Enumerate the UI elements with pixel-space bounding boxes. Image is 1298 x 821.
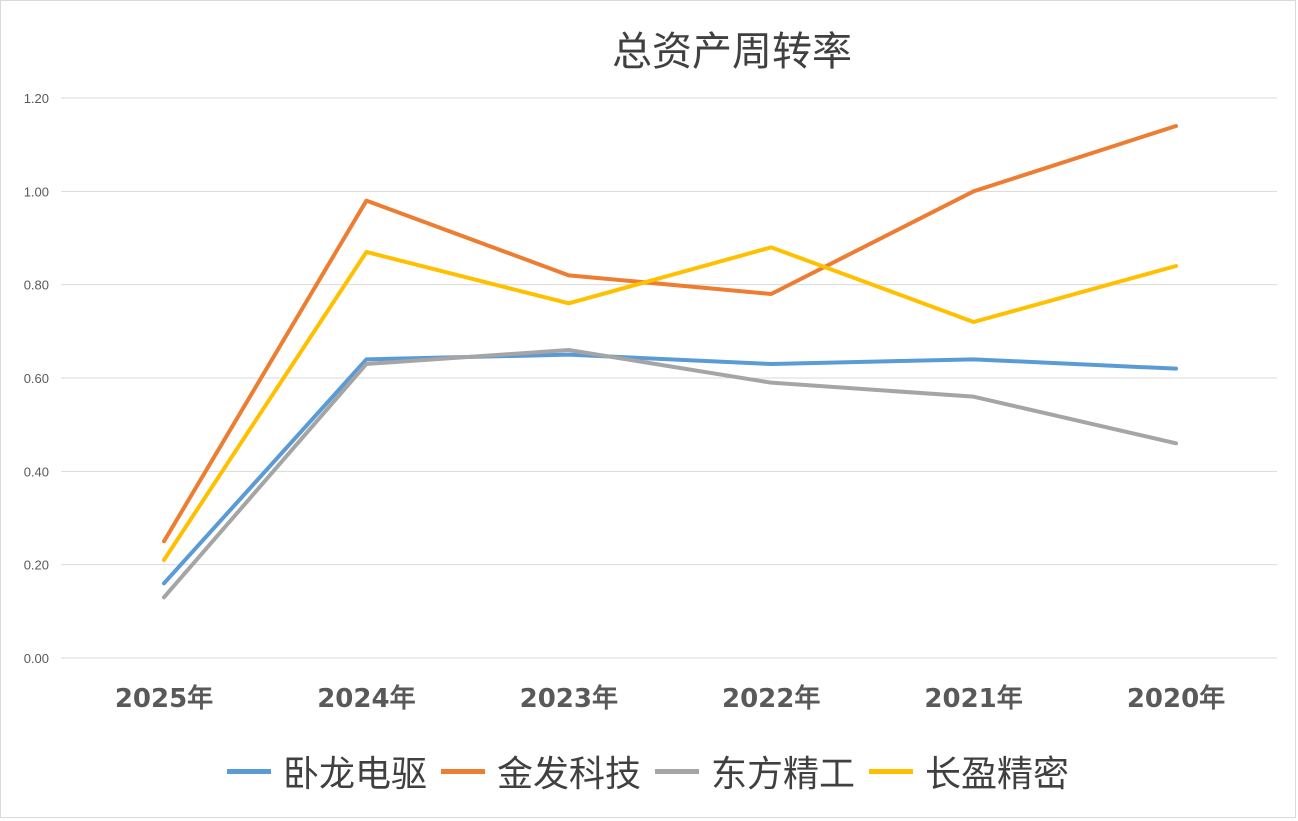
legend-item: 卧龙电驱 xyxy=(226,745,427,797)
legend-item: 东方精工 xyxy=(655,745,855,797)
x-tick-label: 2022年 xyxy=(722,683,820,714)
gridlines xyxy=(61,97,1277,659)
y-tick-label: 0.40 xyxy=(24,464,49,479)
x-tick-label: 2024年 xyxy=(317,683,415,714)
legend-item: 金发科技 xyxy=(440,745,641,797)
y-tick-label: 0.60 xyxy=(24,371,49,386)
series-line-3 xyxy=(162,245,1178,562)
x-axis: 2025年 2024年 2023年 2022年 2021年 2020年 xyxy=(115,683,1225,714)
y-axis: 0.00 0.20 0.40 0.60 0.80 1.00 1.20 xyxy=(24,91,49,666)
y-tick-label: 1.20 xyxy=(24,91,49,106)
x-tick-label: 2020年 xyxy=(1127,683,1225,714)
y-tick-label: 1.00 xyxy=(24,184,49,199)
legend: 卧龙电驱 金发科技 东方精工 长盈精密 xyxy=(1,745,1295,797)
y-tick-label: 0.80 xyxy=(24,278,49,293)
series-line-2 xyxy=(162,348,1178,600)
legend-swatch xyxy=(226,768,271,774)
legend-swatch xyxy=(655,768,699,774)
series-line-1 xyxy=(162,124,1178,544)
series-lines xyxy=(162,124,1178,600)
legend-swatch xyxy=(869,768,914,774)
chart-title: 总资产周转率 xyxy=(612,29,852,75)
legend-item: 长盈精密 xyxy=(869,745,1069,797)
x-tick-label: 2023年 xyxy=(520,683,618,714)
legend-swatch xyxy=(440,768,485,774)
legend-label: 长盈精密 xyxy=(925,754,1070,795)
legend-label: 东方精工 xyxy=(711,754,856,795)
legend-label: 卧龙电驱 xyxy=(282,754,427,795)
legend-label: 金发科技 xyxy=(496,754,641,795)
x-tick-label: 2021年 xyxy=(924,683,1022,714)
x-tick-label: 2025年 xyxy=(115,683,213,714)
series-line-0 xyxy=(162,352,1178,586)
y-tick-label: 0.20 xyxy=(24,558,49,573)
y-tick-label: 0.00 xyxy=(24,651,49,666)
